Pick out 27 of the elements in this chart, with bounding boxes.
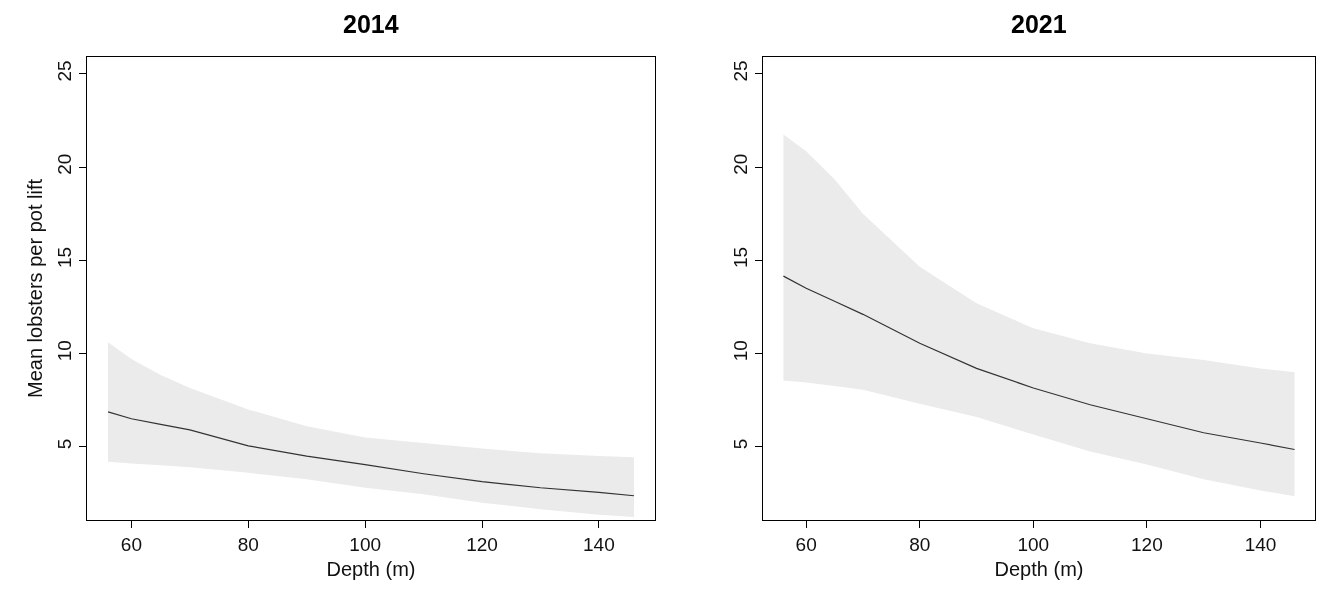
x-axis-title: Depth (m) <box>994 558 1084 581</box>
y-tick-label: 15 <box>730 246 752 268</box>
x-tick-label: 100 <box>1017 533 1050 555</box>
x-tick-label: 120 <box>466 533 498 555</box>
y-tick-label: 20 <box>730 153 752 175</box>
y-tick-label: 10 <box>730 340 752 362</box>
x-tick-label: 80 <box>237 533 259 555</box>
chart-title: 2021 <box>1011 10 1067 38</box>
y-tick-label: 5 <box>730 438 752 450</box>
x-tick-label: 80 <box>909 533 931 555</box>
x-tick-label: 60 <box>795 533 817 555</box>
x-tick-label: 120 <box>1131 533 1163 555</box>
x-tick-label: 100 <box>349 533 382 555</box>
line-series <box>782 275 1296 451</box>
y-tick-label: 5 <box>54 438 76 450</box>
chart-title: 2014 <box>343 10 399 38</box>
y-tick-label: 15 <box>54 246 76 268</box>
x-tick-label: 140 <box>1244 533 1277 555</box>
x-tick-label: 60 <box>120 533 142 555</box>
line-series <box>107 411 635 497</box>
y-tick-label: 20 <box>54 153 76 175</box>
y-tick-label: 25 <box>730 60 752 82</box>
y-axis-title: Mean lobsters per pot lift <box>23 178 46 398</box>
x-axis-title: Depth (m) <box>326 558 416 581</box>
y-tick-label: 10 <box>54 340 76 362</box>
y-tick-label: 25 <box>54 60 76 82</box>
x-tick-label: 140 <box>583 533 615 555</box>
